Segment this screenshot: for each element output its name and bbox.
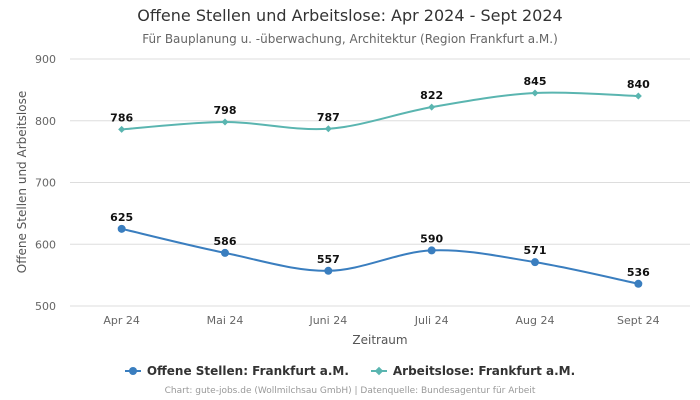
- x-axis-ticks: Apr 24 Mai 24 Juni 24 Juli 24 Aug 24 Sept 24: [103, 314, 659, 327]
- data-labels: 625 586 557 590 571 536 786 798 787 822 845 840: [110, 75, 650, 279]
- data-label: 822: [420, 89, 443, 102]
- y-axis-label: Offene Stellen und Arbeitslose: [15, 91, 29, 273]
- chart-subtitle: Für Bauplanung u. -überwachung, Architek…: [142, 32, 558, 46]
- data-point-marker[interactable]: [531, 258, 539, 267]
- x-axis-label: Zeitraum: [352, 333, 407, 347]
- data-point-marker[interactable]: [324, 125, 332, 133]
- data-label: 586: [214, 235, 237, 248]
- data-label: 787: [317, 111, 340, 124]
- x-tick-label: Juli 24: [414, 314, 449, 327]
- legend-item-offene-stellen[interactable]: Offene Stellen: Frankfurt a.M.: [124, 364, 349, 378]
- data-label: 786: [110, 111, 133, 124]
- x-tick-label: Mai 24: [207, 314, 244, 327]
- x-tick-label: Juni 24: [308, 314, 347, 327]
- data-label: 557: [317, 253, 340, 266]
- data-point-marker[interactable]: [634, 279, 643, 288]
- legend-item-arbeitslose[interactable]: Arbeitslose: Frankfurt a.M.: [370, 364, 576, 378]
- legend-circle-marker-icon: [124, 366, 141, 376]
- y-tick-label: 600: [35, 238, 56, 251]
- data-label: 845: [524, 75, 547, 88]
- y-tick-label: 500: [35, 300, 56, 313]
- y-tick-label: 800: [35, 115, 56, 128]
- data-label: 625: [110, 211, 133, 224]
- data-label: 590: [420, 232, 443, 245]
- data-point-marker[interactable]: [221, 118, 229, 126]
- data-point-marker[interactable]: [117, 224, 126, 233]
- y-tick-label: 700: [35, 177, 56, 190]
- legend-label: Offene Stellen: Frankfurt a.M.: [146, 364, 349, 378]
- x-tick-label: Aug 24: [516, 314, 555, 327]
- data-point-marker[interactable]: [428, 103, 436, 111]
- series-line-0: [121, 227, 639, 285]
- data-point-marker[interactable]: [324, 266, 333, 275]
- grid-lines: [70, 58, 690, 307]
- data-label: 536: [627, 266, 650, 279]
- x-tick-label: Sept 24: [617, 314, 660, 327]
- y-tick-label: 900: [35, 53, 56, 66]
- series-lines: [117, 89, 643, 288]
- data-point-marker[interactable]: [118, 125, 126, 133]
- data-point-marker[interactable]: [634, 92, 642, 100]
- data-point-marker[interactable]: [531, 89, 539, 97]
- chart-legend: Offene Stellen: Frankfurt a.M. Arbeitslo…: [0, 364, 700, 378]
- y-axis-ticks: 500 600 700 800 900: [35, 53, 56, 313]
- data-point-marker[interactable]: [221, 248, 229, 257]
- data-label: 571: [524, 244, 547, 257]
- chart-title: Offene Stellen und Arbeitslose: Apr 2024…: [137, 6, 563, 25]
- series-line-1: [121, 91, 639, 131]
- legend-label: Arbeitslose: Frankfurt a.M.: [392, 364, 576, 378]
- data-label: 840: [627, 78, 650, 91]
- x-tick-label: Apr 24: [103, 314, 140, 327]
- chart-credit: Chart: gute-jobs.de (Wollmilchsau GmbH) …: [164, 386, 536, 396]
- legend-diamond-marker-icon: [370, 366, 387, 376]
- data-label: 798: [214, 104, 237, 117]
- data-point-marker[interactable]: [427, 246, 436, 255]
